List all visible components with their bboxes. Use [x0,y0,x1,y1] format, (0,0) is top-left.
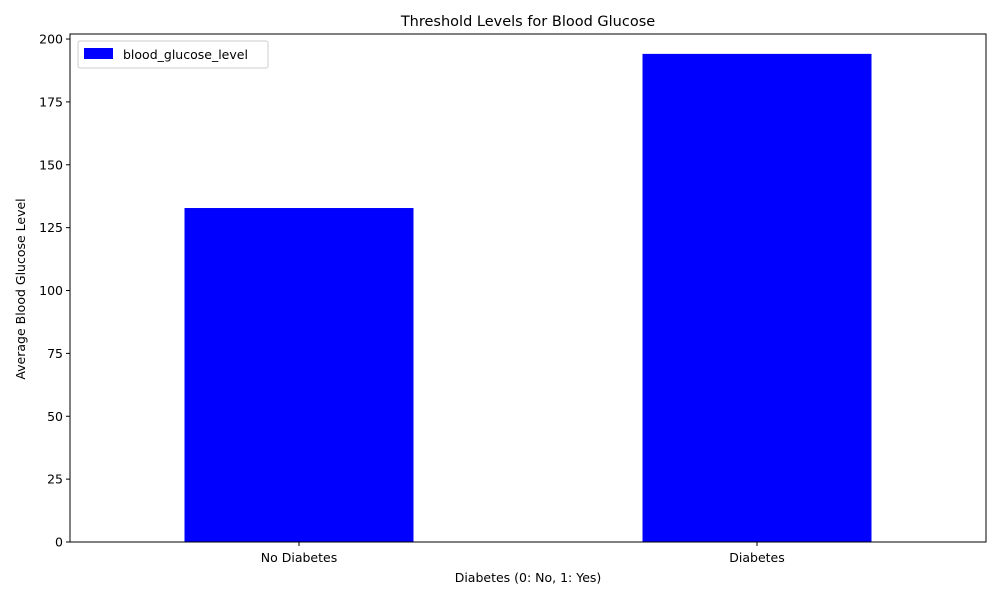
y-tick-label: 150 [39,157,63,172]
y-tick-label: 175 [39,94,63,109]
y-tick-label: 200 [39,32,63,47]
x-tick-label: Diabetes [729,550,785,565]
bar-no-diabetes [184,208,414,543]
y-tick-label: 125 [39,220,63,235]
legend-box [77,40,269,69]
x-axis-label: Diabetes (0: No, 1: Yes) [455,570,602,585]
y-axis-label: Average Blood Glucose Level [13,198,28,379]
plot-frame [69,33,987,543]
y-tick-label: 25 [47,472,63,487]
y-tick-label: 0 [55,535,63,550]
chart-title: Threshold Levels for Blood Glucose [400,14,655,30]
y-tick-label: 100 [39,283,63,298]
legend: blood_glucose_level [77,40,269,69]
legend-label: blood_glucose_level [123,47,248,62]
y-tick-label: 50 [47,409,63,424]
x-tick-label: No Diabetes [261,550,337,565]
plot-area: 0 25 50 75 100 125 150 175 200 No Diabetes Diabete… [39,32,987,565]
legend-swatch [84,48,113,59]
y-tick-label: 75 [47,346,63,361]
bar-diabetes [642,53,872,543]
